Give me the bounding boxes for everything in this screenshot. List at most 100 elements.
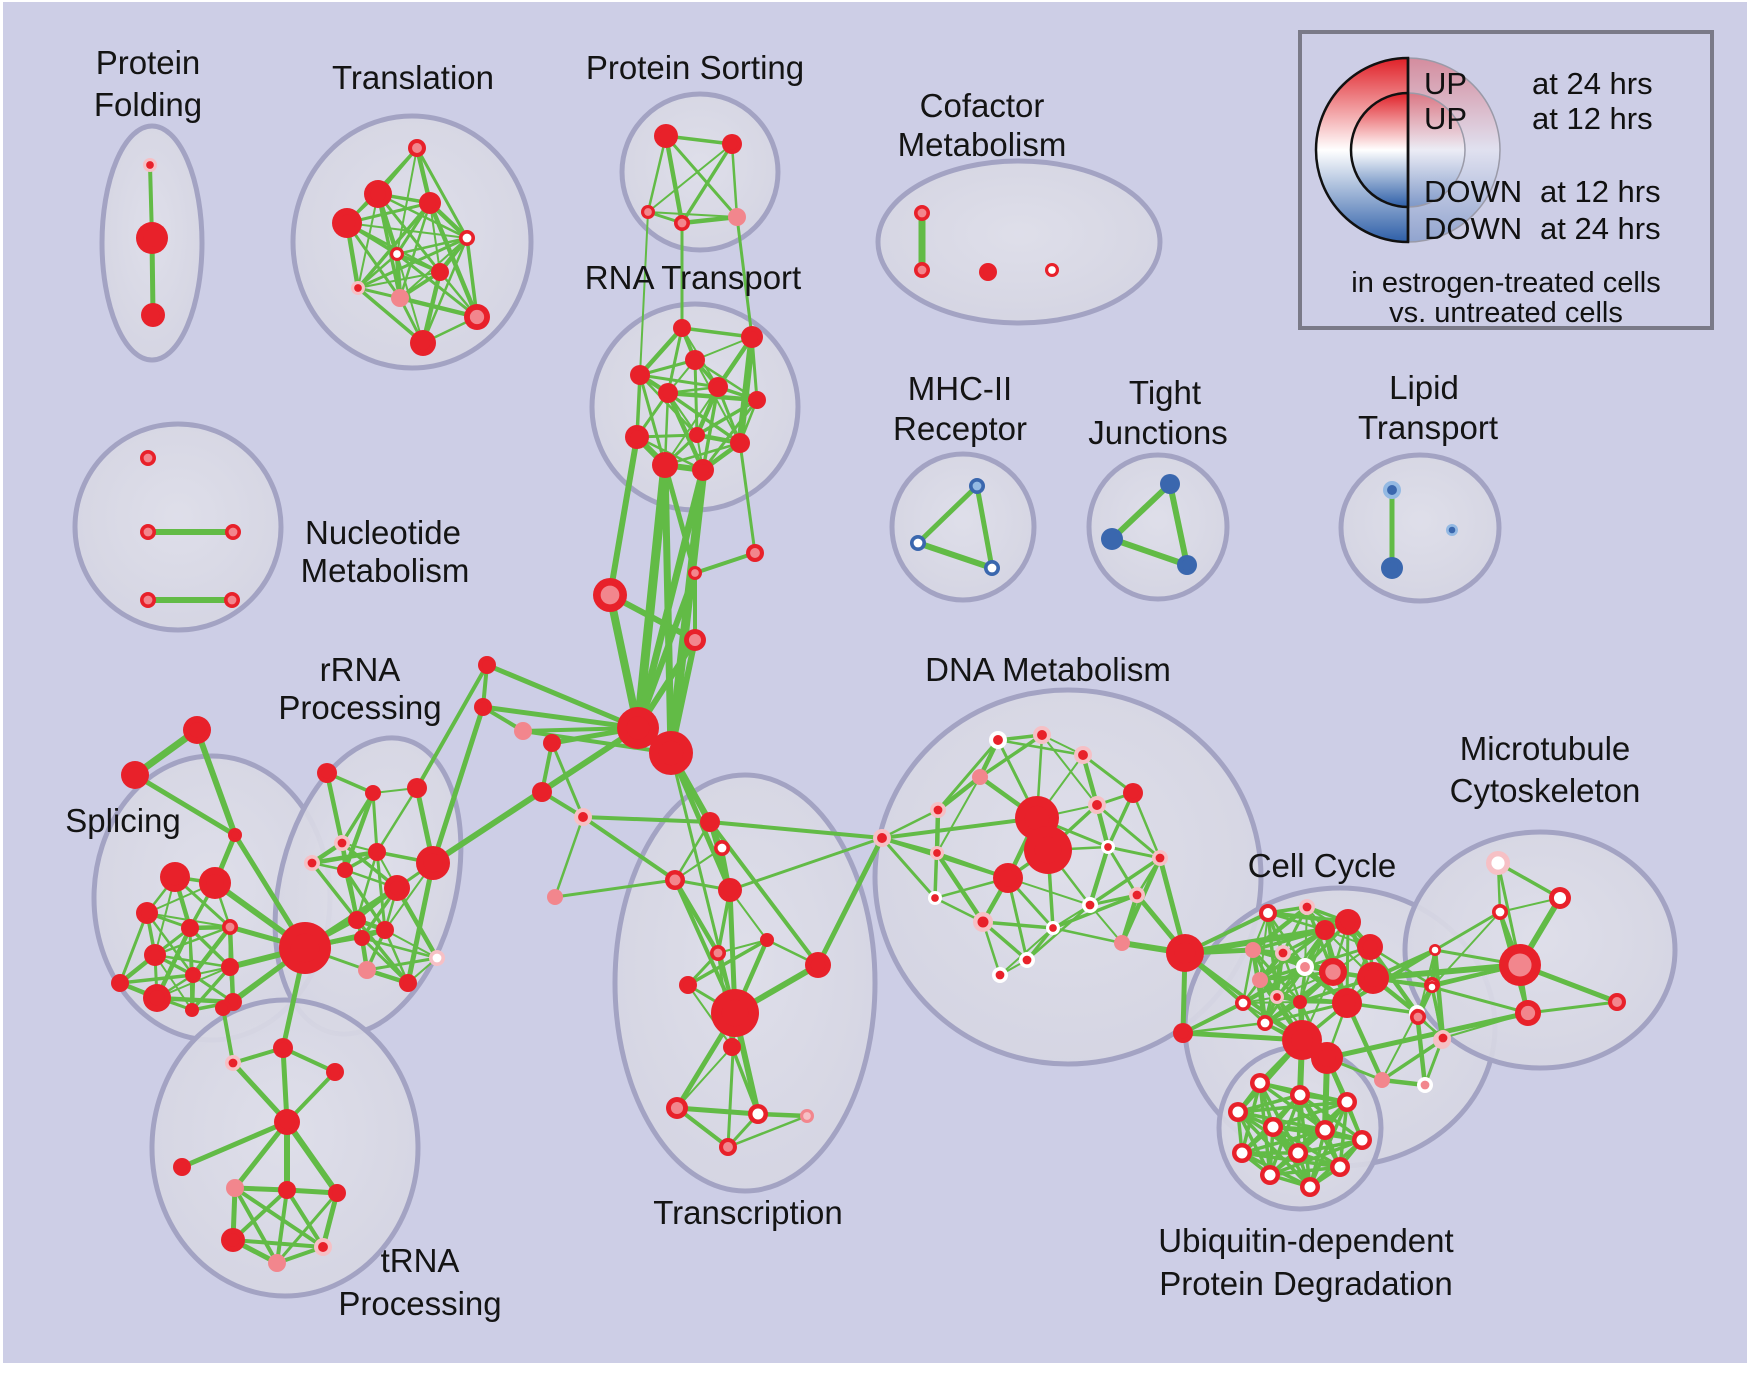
edge [1088, 893, 1139, 907]
edge [1095, 803, 1162, 860]
gene-node-cell-cycle-inner [1260, 1018, 1270, 1028]
edge [674, 1105, 761, 1117]
gene-node-trna-processing-inner [332, 1188, 342, 1198]
edge [375, 786, 419, 854]
gene-node-translation-inner [412, 143, 422, 153]
gene-node-microtubule-cytoskeleton-inner [1431, 946, 1439, 954]
cluster-label-translation: Translation [332, 59, 494, 96]
gene-node-connector-inner [750, 548, 760, 558]
gene-node-microtubule-cytoskeleton-inner [1495, 907, 1505, 917]
gene-node-splicing-inner [140, 906, 154, 920]
edge [1381, 1012, 1418, 1081]
gene-node-nucleotide-metabolism-inner [228, 527, 238, 537]
gene-node-nucleotide-metabolism-inner [143, 453, 153, 463]
gene-node-rna-transport-inner [689, 354, 701, 366]
gene-node-connector-inner [478, 702, 488, 712]
gene-node-dna-metabolism-inner [1155, 853, 1165, 863]
gene-node-rrna-processing-inner [372, 847, 382, 857]
cluster-label-cofactor-metabolism: Metabolism [898, 126, 1067, 163]
edge [1281, 905, 1309, 955]
gene-node-cell-cycle-inner [1263, 908, 1273, 918]
gene-node-transcription-inner [727, 1042, 737, 1052]
edge [647, 211, 738, 218]
edge [680, 326, 754, 339]
cluster-label-trna-processing: Processing [338, 1285, 501, 1322]
edge [375, 850, 387, 932]
edge [694, 359, 741, 444]
edge [484, 662, 641, 731]
edge [1236, 1110, 1312, 1189]
gene-node-rrna-processing-inner [380, 925, 390, 935]
edge [1109, 481, 1173, 542]
gene-node-rrna-processing-inner [432, 953, 442, 963]
edge [356, 252, 399, 290]
gene-node-splicing-inner [166, 868, 184, 886]
edge [1087, 844, 1111, 908]
edge [1131, 791, 1162, 860]
edge [1089, 904, 1123, 944]
edge [553, 878, 677, 899]
edge [880, 836, 1010, 880]
gene-node-protein-folding-inner [146, 308, 160, 322]
gene-node-cell-cycle-inner [1340, 914, 1356, 930]
cluster-label-mhc-ii-receptor: Receptor [893, 410, 1027, 447]
gene-node-translation-inner [469, 309, 485, 325]
edge [521, 729, 673, 755]
gene-node-cell-cycle-inner [1420, 1080, 1430, 1090]
gene-node-rrna-processing-inner [307, 858, 317, 868]
edge [188, 926, 232, 969]
edge [635, 570, 698, 731]
gene-node-trna-processing-inner [277, 1042, 289, 1054]
edge [190, 924, 233, 978]
gene-node-dna-metabolism-inner [1117, 938, 1127, 948]
gene-node-rrna-processing-inner [290, 933, 320, 963]
gene-node-microtubule-cytoskeleton-inner [1508, 953, 1532, 977]
gene-node-dna-metabolism-inner [1085, 900, 1095, 910]
gene-node-cell-cycle-inner [1318, 1049, 1336, 1067]
gene-node-rrna-processing-inner [423, 853, 443, 873]
cluster-label-rrna-processing: Processing [278, 689, 441, 726]
gene-node-connector-inner [691, 569, 699, 577]
cluster-label-rrna-processing: rRNA [320, 651, 401, 688]
edge [1296, 1138, 1364, 1155]
gene-node-mhc-ii-receptor-inner [987, 563, 997, 573]
gene-node-dna-metabolism-inner [1022, 955, 1032, 965]
edge [701, 398, 759, 472]
legend: UP at 24 hrs UP at 12 hrs DOWN at 12 hrs… [1298, 30, 1714, 330]
edge [633, 460, 670, 733]
edge [324, 770, 345, 846]
edge [1236, 1110, 1327, 1132]
cluster-ellipse-microtubule-cytoskeleton [1402, 829, 1678, 1071]
edge [405, 860, 436, 986]
gene-node-splicing-inner [188, 970, 198, 980]
gene-node-trna-processing-inner [228, 1058, 238, 1068]
edge [415, 663, 489, 790]
edge [394, 885, 440, 961]
edge [1370, 962, 1523, 981]
gene-node-trna-processing-inner [330, 1067, 340, 1077]
gene-node-protein-folding-inner [143, 229, 161, 247]
gene-node-dna-metabolism-inner [999, 869, 1017, 887]
edge [1109, 536, 1190, 568]
gene-node-tight-junctions-inner [1105, 532, 1119, 546]
gene-node-trna-processing-inner [218, 1003, 228, 1013]
edge [581, 815, 677, 882]
gene-node-tight-junctions-inner [1181, 559, 1193, 571]
gene-node-translation-inner [354, 284, 362, 292]
gene-node-rrna-processing-inner [362, 965, 372, 975]
gene-node-dna-metabolism-inner [931, 894, 939, 902]
gene-node-ubiquitin-degradation-inner [1319, 1124, 1331, 1136]
edge [427, 200, 480, 320]
gene-node-cofactor-metabolism-inner [983, 267, 993, 277]
edge [669, 751, 737, 1015]
edge [1268, 1138, 1364, 1177]
edge [880, 836, 937, 900]
gene-node-protein-sorting-inner [726, 138, 738, 150]
gene-node-ubiquitin-degradation-inner [1304, 1181, 1316, 1193]
edge [1265, 910, 1351, 925]
gene-node-rrna-processing-inner [340, 865, 350, 875]
cluster-label-dna-metabolism: DNA Metabolism [925, 651, 1171, 688]
gene-node-mhc-ii-receptor-inner [972, 481, 982, 491]
edge [310, 861, 359, 922]
